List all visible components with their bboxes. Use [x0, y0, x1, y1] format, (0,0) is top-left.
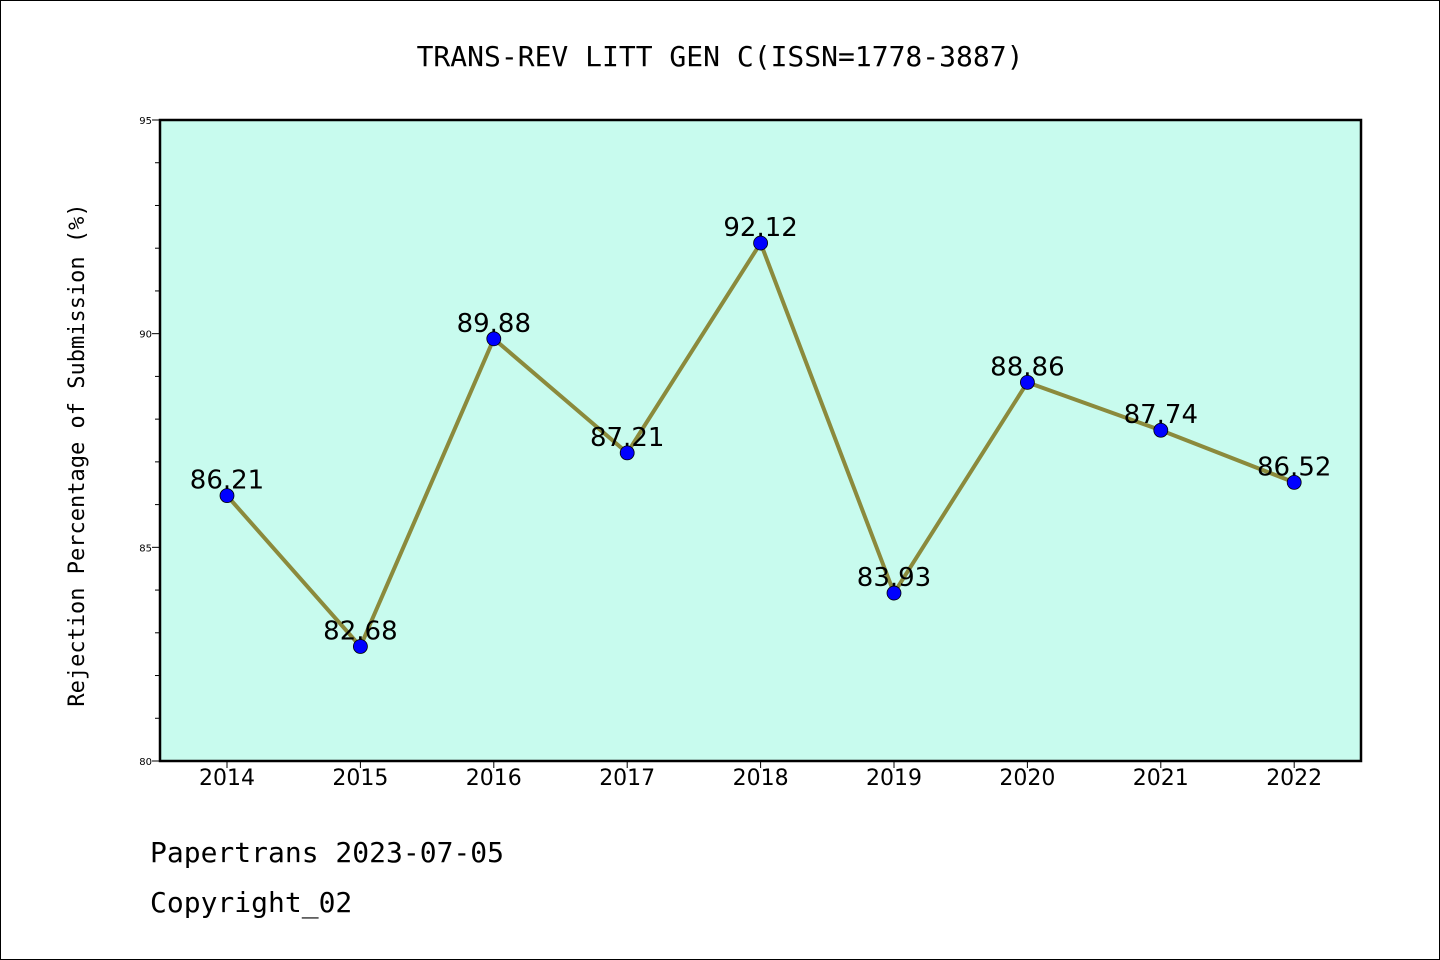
x-tick-label: 2016: [466, 766, 522, 791]
data-point-marker: [886, 585, 902, 601]
plot-area: [158, 118, 1363, 763]
x-tick-label: 2022: [1266, 766, 1322, 791]
data-label: 86.52: [1257, 452, 1331, 482]
data-label: 82.68: [323, 616, 397, 646]
footer-copyright-text: Copyright_02: [150, 886, 353, 919]
x-tick-label: 2021: [1133, 766, 1189, 791]
series-markers: [219, 235, 1302, 654]
x-tick-label: 2014: [199, 766, 255, 791]
y-axis-ticks: 80 85 90 95: [139, 116, 160, 768]
x-tick-label: 2019: [866, 766, 922, 791]
y-tick-label: 80: [139, 757, 152, 768]
data-label: 89.88: [457, 309, 531, 339]
data-labels: 86.21 82.68 89.88 87.21 92.12 83.93 88.86 87.74…: [190, 213, 1332, 646]
data-label: 87.74: [1124, 400, 1198, 430]
x-tick-label: 2018: [733, 766, 789, 791]
data-point-marker: [1286, 474, 1302, 490]
data-point-marker: [1153, 422, 1169, 438]
x-tick-label: 2017: [599, 766, 655, 791]
data-label: 86.21: [190, 466, 264, 496]
y-tick-label: 85: [139, 543, 152, 554]
data-label: 83.93: [857, 563, 931, 593]
data-point-marker: [352, 639, 368, 654]
x-axis-ticks: 2014 2015 2016 2017 2018 2019 2020 2021 2022: [199, 761, 1322, 791]
data-point-marker: [486, 331, 502, 347]
data-point-marker: [619, 445, 635, 461]
data-point-marker: [219, 488, 235, 504]
x-tick-label: 2020: [999, 766, 1055, 791]
y-tick-label: 90: [139, 330, 152, 341]
data-point-marker: [753, 235, 768, 251]
footer-date-text: Papertrans 2023-07-05: [150, 836, 505, 869]
data-label: 92.12: [723, 213, 797, 243]
chart-title: TRANS-REV LITT GEN C(ISSN=1778-3887): [417, 40, 1024, 73]
x-tick-label: 2015: [332, 766, 388, 791]
data-label: 87.21: [590, 423, 664, 453]
y-axis-label: Rejection Percentage of Submission (%): [65, 203, 90, 706]
data-point-marker: [1020, 374, 1035, 390]
y-tick-label: 95: [139, 116, 152, 127]
data-label: 88.86: [990, 352, 1064, 382]
